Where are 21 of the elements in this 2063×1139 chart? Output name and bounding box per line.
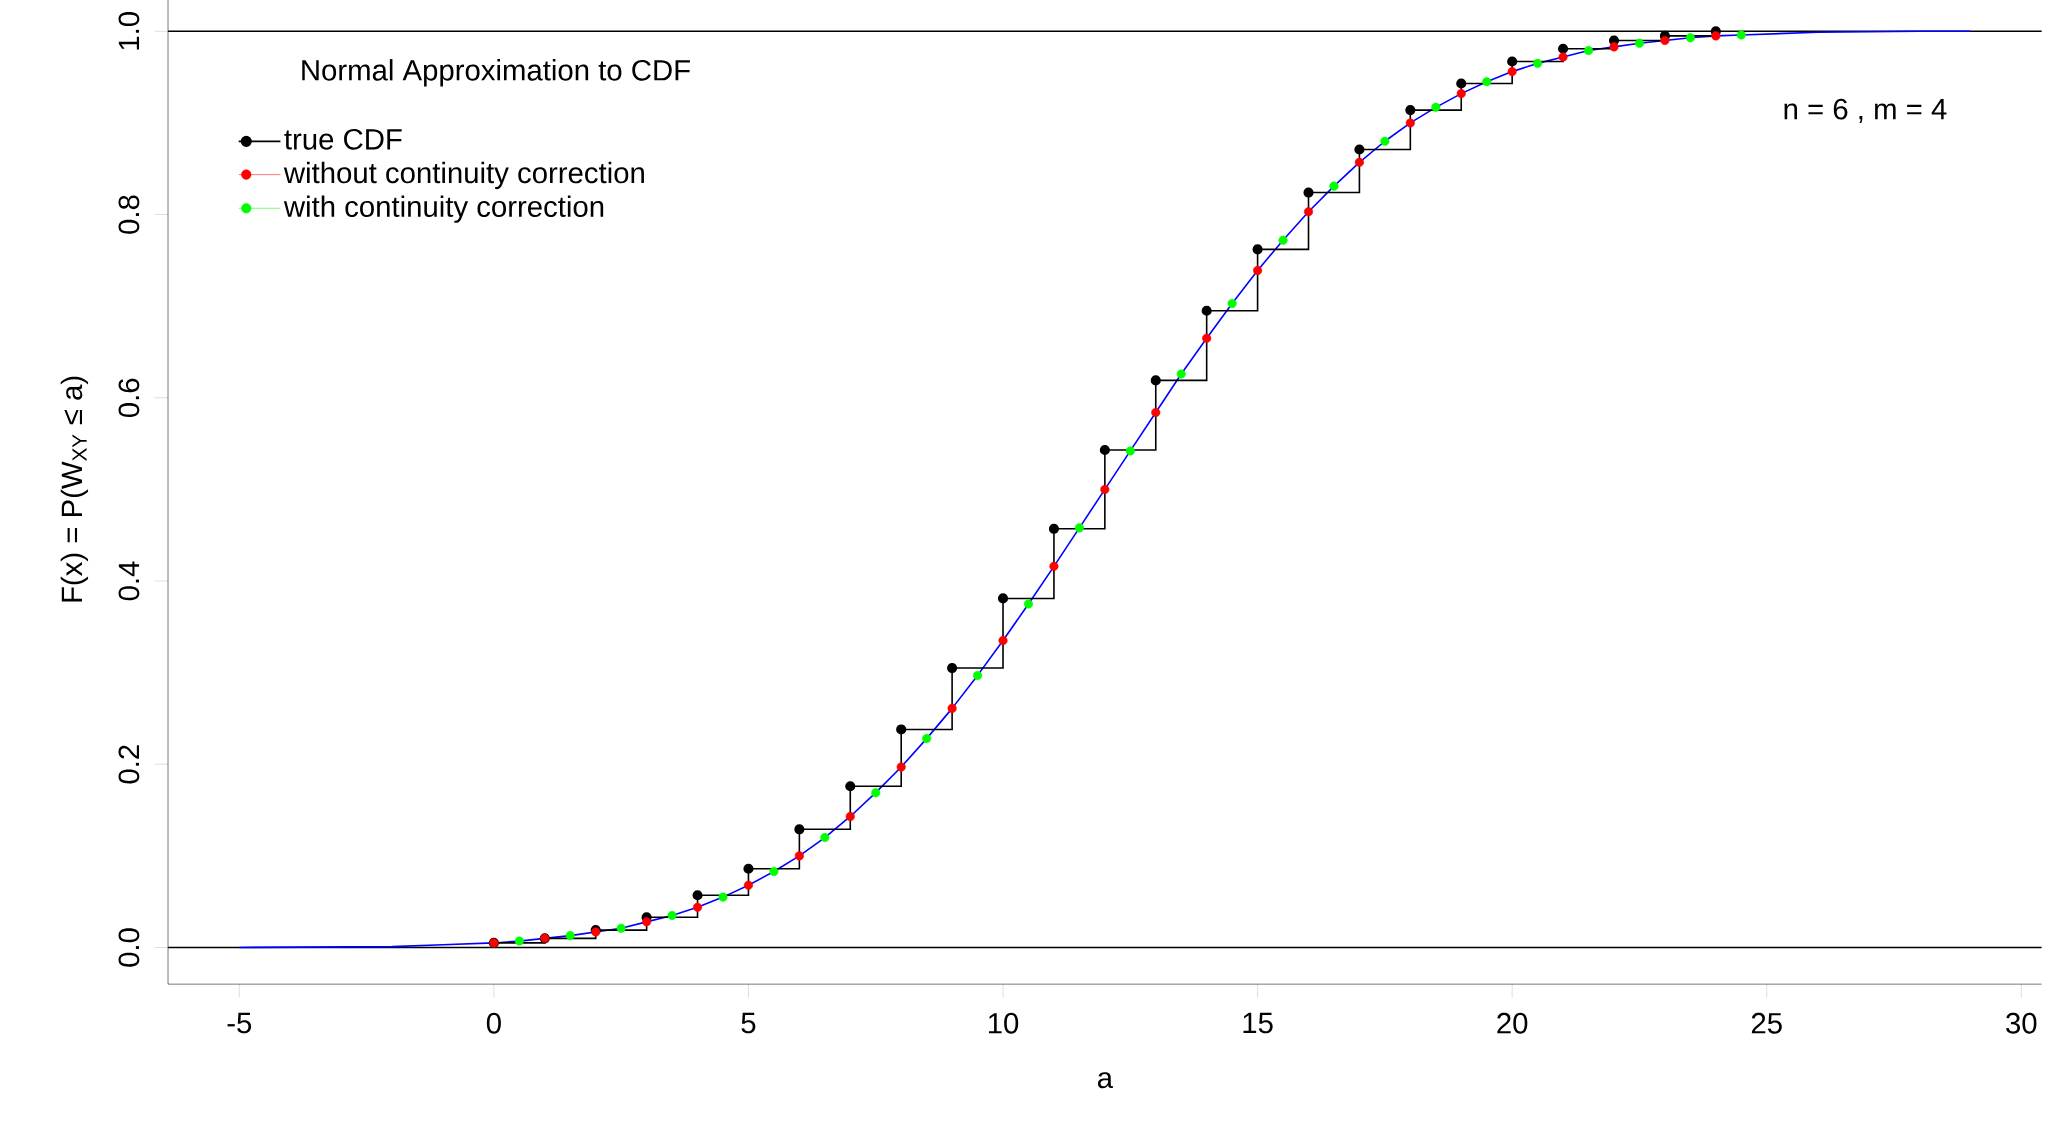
x-axis-title: a [1097, 1072, 1113, 1089]
x-tick-label: 0 [486, 1012, 501, 1034]
x-tick-label: 10 [988, 1012, 1019, 1034]
legend-title: Normal Approximation to CDF [302, 59, 690, 87]
x-tick-label: 25 [1751, 1012, 1782, 1034]
x-tick-label: 15 [1243, 1012, 1273, 1034]
y-tick-label: 0.4 [118, 561, 140, 601]
y-axis-title: F(x) = P(W$_{XY}$ ≤ a) [60, 376, 89, 602]
legend-label: with continuity correction [283, 195, 604, 223]
y-tick-label: 1.0 [118, 12, 140, 50]
y-tick-label: 0.0 [118, 928, 140, 967]
legend-label: true CDF [284, 128, 402, 150]
y-tick-label: 0.6 [118, 378, 140, 418]
x-tick-label: -5 [227, 1012, 252, 1034]
annotation: n = 6 , m = 4 [1784, 98, 1947, 124]
y-tick-label: 0.2 [118, 745, 140, 784]
x-tick-label: 5 [741, 1012, 756, 1034]
x-tick-label: 20 [1497, 1012, 1528, 1034]
y-tick-label: 0.8 [118, 195, 140, 234]
x-tick-label: 30 [2006, 1012, 2037, 1034]
legend-label: without continuity correction [283, 161, 644, 190]
